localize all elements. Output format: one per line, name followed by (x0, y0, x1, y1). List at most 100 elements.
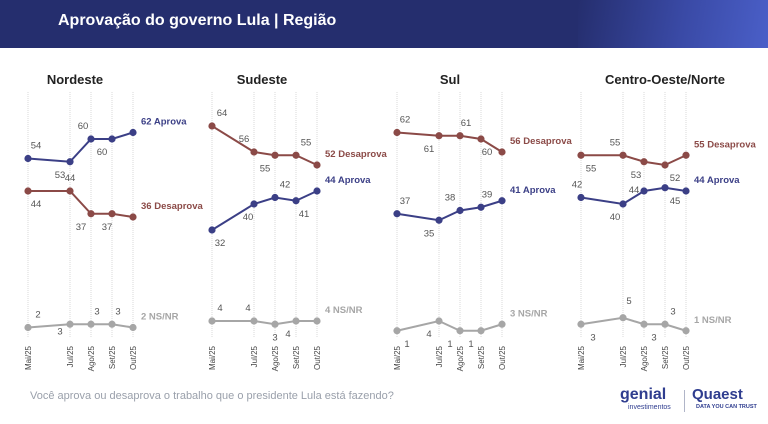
data-label: 1 (404, 339, 409, 350)
x-tick-label: Mai/25 (24, 345, 33, 370)
data-label: 40 (610, 212, 621, 223)
series-end-label: 44 Aprova (325, 175, 371, 186)
panel-title: Sul (440, 72, 460, 87)
data-label: 3 (670, 306, 675, 317)
data-point (477, 203, 485, 211)
logo-divider (684, 390, 685, 412)
data-label: 32 (215, 238, 226, 249)
series-line-ns-nr (580, 316, 687, 332)
data-point (577, 193, 585, 202)
series-line-aprova (27, 131, 134, 163)
series-end-label: 1 NS/NR (694, 315, 732, 326)
data-point (640, 158, 648, 166)
data-label: 42 (572, 180, 583, 191)
data-point (640, 187, 648, 195)
panel-title: Nordeste (47, 72, 103, 87)
data-label: 3 (272, 332, 277, 343)
data-label: 53 (55, 170, 66, 181)
data-label: 35 (424, 228, 435, 239)
data-label: 37 (102, 222, 113, 233)
data-point (208, 317, 216, 325)
data-label: 4 (245, 303, 250, 314)
data-point (393, 210, 401, 218)
data-point (661, 184, 669, 192)
data-point (271, 151, 279, 159)
data-label: 52 (670, 173, 681, 184)
series-end-label: 44 Aprova (694, 175, 740, 186)
series-line-desaprova (581, 154, 687, 167)
data-label: 4 (217, 303, 222, 314)
series-end-label: 41 Aprova (510, 185, 556, 196)
data-point (577, 151, 585, 159)
data-label: 5 (626, 296, 631, 307)
data-label: 3 (115, 306, 120, 317)
series-line-ns-nr (212, 320, 317, 326)
data-point (87, 135, 95, 143)
header-accent (578, 0, 768, 48)
data-point (456, 132, 464, 140)
data-label: 55 (301, 137, 312, 148)
data-label: 60 (78, 121, 89, 132)
data-point (66, 158, 74, 166)
data-point (66, 187, 74, 195)
data-point (208, 226, 216, 234)
data-label: 1 (447, 339, 452, 350)
x-tick-label: Mai/25 (208, 345, 217, 370)
data-label: 42 (280, 180, 291, 191)
data-label: 3 (57, 326, 62, 337)
panel-title: Sudeste (237, 72, 288, 87)
data-label: 44 (31, 199, 42, 210)
data-point (393, 128, 401, 137)
data-point (456, 327, 464, 335)
data-label: 60 (482, 147, 493, 158)
data-point (498, 320, 506, 328)
data-label: 3 (590, 332, 595, 343)
series-end-label: 4 NS/NR (325, 305, 363, 316)
series-end-label: 36 Desaprova (141, 201, 204, 212)
data-point (619, 151, 627, 159)
genial-logo: genial (620, 386, 667, 403)
series-end-label: 2 NS/NR (141, 312, 179, 323)
data-point (682, 151, 690, 159)
data-point (435, 216, 443, 224)
data-label: 2 (35, 310, 40, 321)
data-point (477, 135, 485, 143)
data-label: 4 (426, 329, 431, 340)
data-point (24, 323, 32, 332)
x-tick-label: Jul/25 (435, 345, 444, 367)
series-line-ns-nr (396, 319, 503, 332)
x-tick-label: Set/25 (108, 345, 117, 369)
data-point (108, 135, 116, 143)
data-point (250, 148, 258, 156)
page-title: Aprovação do governo Lula | Região (58, 12, 337, 29)
data-label: 3 (94, 306, 99, 317)
x-tick-label: Ago/25 (640, 345, 649, 371)
data-point (87, 210, 95, 218)
data-point (250, 200, 258, 208)
x-tick-label: Ago/25 (87, 345, 96, 371)
data-point (129, 128, 137, 137)
data-point (24, 187, 32, 195)
data-point (24, 154, 32, 163)
data-point (682, 327, 690, 335)
data-label: 44 (629, 185, 640, 196)
series-end-label: 3 NS/NR (510, 308, 548, 319)
data-label: 61 (424, 144, 435, 155)
data-label: 53 (631, 170, 642, 181)
data-point (619, 314, 627, 322)
x-tick-label: Set/25 (477, 345, 486, 369)
data-label: 55 (260, 163, 271, 174)
data-label: 4 (285, 329, 290, 340)
x-tick-label: Set/25 (661, 345, 670, 369)
data-point (498, 197, 506, 205)
data-label: 44 (65, 173, 76, 184)
data-point (66, 320, 74, 328)
x-tick-label: Ago/25 (271, 345, 280, 371)
survey-question: Você aprova ou desaprova o trabalho que … (30, 390, 394, 402)
data-label: 55 (610, 137, 621, 148)
data-label: 55 (586, 163, 597, 174)
series-end-label: 52 Desaprova (325, 149, 388, 160)
series-end-label: 62 Aprova (141, 117, 187, 128)
data-point (87, 320, 95, 328)
